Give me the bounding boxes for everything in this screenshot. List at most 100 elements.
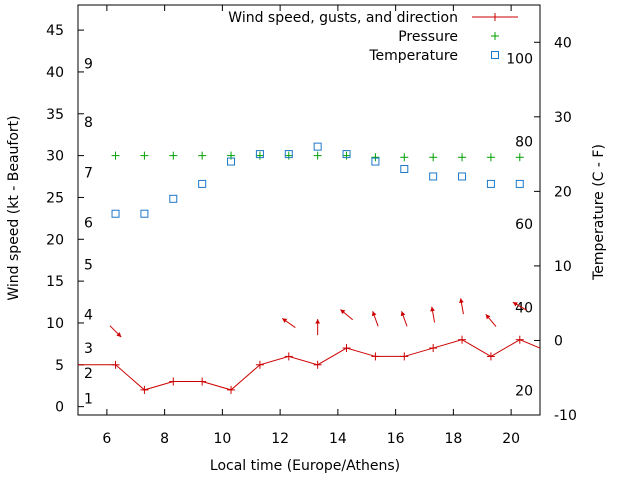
temperature-point (284, 150, 293, 159)
beaufort-label: 5 (84, 257, 93, 273)
beaufort-label: 6 (84, 216, 93, 232)
wind-arrow (430, 306, 436, 323)
x-tick-label: 6 (102, 431, 111, 447)
temperature-point (198, 179, 207, 188)
temperature-point (486, 179, 495, 188)
wind-arrow-head (430, 306, 435, 312)
pressure-point (486, 153, 495, 162)
pressure-point (400, 153, 409, 162)
temperature-point (342, 150, 351, 159)
x-tick-label: 18 (444, 431, 462, 447)
temperature-point (111, 209, 120, 218)
y-tick-label: 30 (46, 149, 64, 165)
x-tick-label: 10 (213, 431, 231, 447)
temperature-point (313, 142, 322, 151)
beaufort-label: 2 (84, 366, 93, 382)
wind-arrow-head (315, 319, 321, 324)
wind-arrow-head (400, 311, 406, 317)
temperature-point (227, 157, 236, 166)
wind-speed-point (255, 360, 264, 369)
temperature-point (429, 172, 438, 181)
y-tick-label: 15 (46, 274, 64, 290)
x-tick-label: 20 (502, 431, 520, 447)
temperature-point (371, 157, 380, 166)
beaufort-label: 8 (84, 115, 93, 131)
x-tick-label: 12 (271, 431, 289, 447)
legend-marker-temperature (491, 51, 499, 59)
wind-arrow-head (282, 318, 288, 323)
wind-arrow-head (459, 298, 464, 304)
wind-speed-point (400, 352, 409, 361)
y2-tick-label: 20 (554, 184, 572, 200)
temperature-point (255, 150, 264, 159)
wind-arrow-head (371, 311, 377, 317)
wind-arrow (340, 309, 353, 321)
pressure-point (169, 151, 178, 160)
y2-tick-label: 30 (554, 110, 572, 126)
legend-label: Temperature (368, 48, 458, 64)
pressure-point (515, 153, 524, 162)
temperature-point (140, 209, 149, 218)
wind-speed-point (140, 385, 149, 394)
pressure-point (313, 151, 322, 160)
y-axis-ticks: 0 5 10 15 20 25 30 35 40 45 (46, 23, 84, 416)
x-axis-ticks: 6 8 10 12 14 16 18 20 (102, 5, 520, 447)
beaufort-labels: 1 2 3 4 5 6 7 8 9 (84, 57, 93, 408)
wind-speed-point (371, 352, 380, 361)
y-tick-label: 20 (46, 232, 64, 248)
wind-arrow-head (116, 332, 122, 337)
wind-arrow (459, 298, 464, 315)
wind-speed-point (198, 377, 207, 386)
wind-speed-point (486, 352, 495, 361)
temperature-point (515, 179, 524, 188)
wind-arrow (109, 325, 122, 338)
legend-marker-wind (491, 13, 499, 21)
y-tick-label: 35 (46, 107, 64, 123)
wind-arrow-head (512, 302, 518, 307)
pressure-point (198, 151, 207, 160)
beaufort-label: 4 (84, 308, 93, 324)
wind-speed-point (515, 335, 524, 344)
wind-arrow-head (485, 314, 491, 320)
beaufort-label: 9 (84, 57, 93, 73)
y2-tick-label: -10 (554, 408, 577, 424)
x-tick-label: 8 (160, 431, 169, 447)
fahrenheit-label: 100 (506, 52, 533, 68)
wind-speed-point (169, 377, 178, 386)
y-tick-label: 40 (46, 65, 64, 81)
pressure-point (458, 153, 467, 162)
pressure-point (429, 153, 438, 162)
pressure-point (371, 153, 380, 162)
fahrenheit-label: 80 (515, 134, 533, 150)
temperature-point (458, 172, 467, 181)
pressure-point (342, 151, 351, 160)
legend-label: Pressure (398, 29, 458, 45)
wind-speed-point (227, 385, 236, 394)
wind-speed-point (458, 335, 467, 344)
y-tick-label: 5 (55, 358, 64, 374)
beaufort-label: 3 (84, 341, 93, 357)
wind-arrow-head (340, 309, 346, 315)
beaufort-label: 1 (84, 391, 93, 407)
series-layer (78, 142, 541, 394)
y-tick-label: 45 (46, 23, 64, 39)
y-tick-label: 0 (55, 400, 64, 416)
y2-axis-ticks: -10 0 10 20 30 40 (534, 35, 577, 424)
wind-arrow (485, 313, 497, 327)
y-tick-label: 25 (46, 190, 64, 206)
wind-arrow (400, 311, 408, 327)
temperature-point (169, 194, 178, 203)
x-tick-label: 14 (329, 431, 347, 447)
plot-border (77, 4, 541, 416)
wind-arrow (371, 311, 379, 327)
y2-tick-label: 40 (554, 35, 572, 51)
wind-arrow (281, 317, 296, 328)
wind-speed-point (284, 352, 293, 361)
legend: Wind speed, gusts, and direction Pressure… (228, 10, 518, 64)
temperature-point (400, 165, 409, 173)
x-tick-label: 16 (387, 431, 405, 447)
x-axis-label: Local time (Europe/Athens) (210, 458, 400, 474)
beaufort-label: 7 (84, 165, 93, 181)
